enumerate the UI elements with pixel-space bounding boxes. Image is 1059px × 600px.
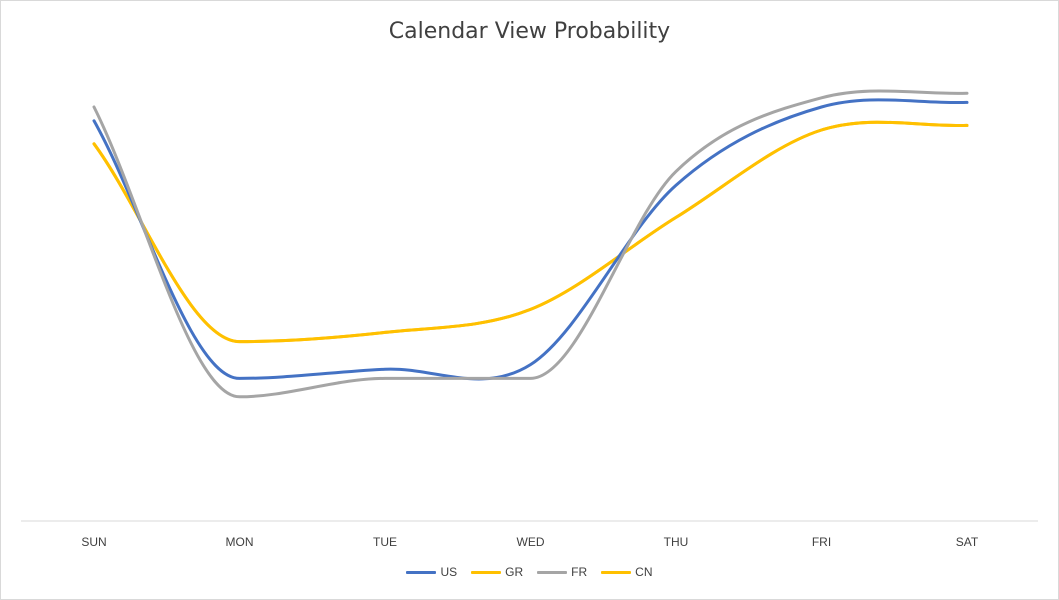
legend-swatch-us xyxy=(406,570,437,574)
series-line-cn xyxy=(92,120,969,344)
chart-title: Calendar View Probability xyxy=(388,19,671,44)
legend-label-cn: CN xyxy=(635,565,653,579)
legend-item-gr: GR xyxy=(471,565,523,579)
x-tick-label-thu: THU xyxy=(664,535,689,549)
legend-item-us: US xyxy=(406,565,457,579)
legend-label-fr: FR xyxy=(571,565,588,579)
tick-layer: SUN MON TUE WED THU FRI SAT xyxy=(81,535,979,549)
x-tick-label-tue: TUE xyxy=(373,535,397,549)
series-line-fr xyxy=(92,89,969,399)
x-tick-label-mon: MON xyxy=(226,535,254,549)
legend-label-us: US xyxy=(440,565,458,579)
x-tick-label-sat: SAT xyxy=(956,535,979,549)
x-tick-label-fri: FRI xyxy=(812,535,831,549)
legend-swatch-cn xyxy=(601,570,632,574)
x-tick-label-sun: SUN xyxy=(81,535,106,549)
legend-label-gr: GR xyxy=(505,565,524,579)
legend: US GR FR CN xyxy=(1,565,1058,579)
series-layer xyxy=(92,89,969,399)
series-line-us xyxy=(92,98,969,381)
legend-item-cn: CN xyxy=(601,565,653,579)
x-tick-label-wed: WED xyxy=(517,535,545,549)
legend-item-fr: FR xyxy=(537,565,587,579)
legend-swatch-gr xyxy=(471,570,502,574)
legend-swatch-fr xyxy=(537,570,568,574)
